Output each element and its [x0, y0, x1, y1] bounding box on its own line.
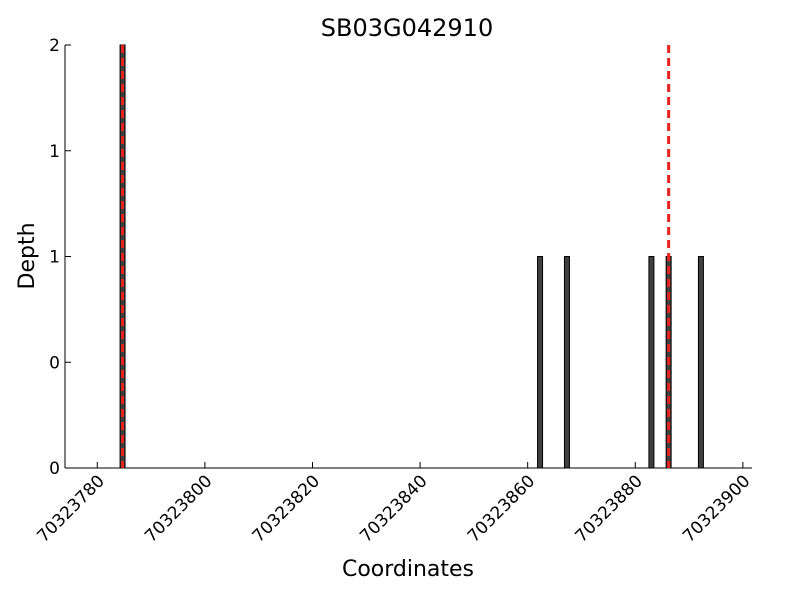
- bar-3: [648, 256, 655, 469]
- x-axis-title: Coordinates: [342, 557, 474, 582]
- ticks: 70323780 70323800 70323820 70323840 70323860…: [33, 36, 754, 547]
- y-tick-label-1: 0: [49, 353, 60, 373]
- y-axis-title: Depth: [15, 222, 40, 289]
- bar-1: [537, 256, 544, 469]
- x-tick-label-4: 70323860: [464, 471, 539, 546]
- markers: [121, 45, 671, 468]
- x-tick-label-1: 70323800: [141, 471, 216, 546]
- y-tick-label-3: 1: [49, 142, 60, 162]
- y-tick-label-4: 2: [49, 36, 60, 56]
- bar-5: [697, 256, 704, 469]
- x-tick-label-5: 70323880: [571, 471, 646, 546]
- y-tick-label-2: 1: [49, 248, 60, 268]
- bar-2: [563, 256, 570, 469]
- chart-title: SB03G042910: [321, 14, 493, 42]
- y-tick-label-0: 0: [49, 459, 60, 479]
- x-tick-label-0: 70323780: [33, 471, 108, 546]
- x-tick-label-3: 70323840: [356, 471, 431, 546]
- x-tick-label-6: 70323900: [679, 471, 754, 546]
- bars: [119, 44, 704, 469]
- x-tick-label-2: 70323820: [249, 471, 324, 546]
